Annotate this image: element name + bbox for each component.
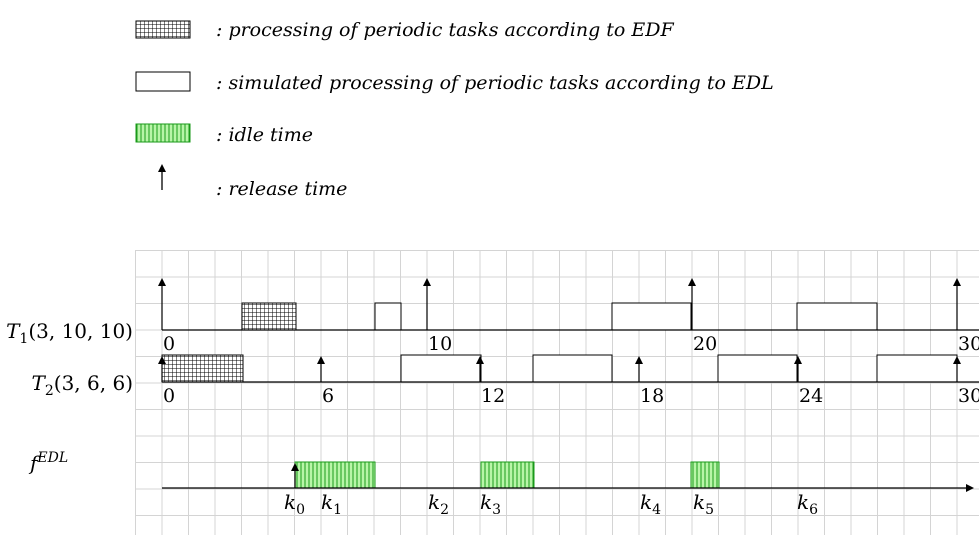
row-params: (3, 10, 10): [28, 319, 133, 343]
row-sub: 2: [45, 383, 54, 399]
tick-label: 0: [163, 385, 175, 407]
function-sup: EDL: [36, 450, 68, 466]
point-name: k: [480, 490, 492, 514]
edl-block: [717, 354, 798, 383]
tick-label: 10: [428, 333, 452, 355]
legend-swatch-idle: [135, 123, 191, 143]
point-label: k6: [797, 490, 818, 518]
point-sub: 6: [809, 502, 818, 518]
idle-block: [690, 461, 720, 489]
legend-swatch-edl: [135, 71, 191, 92]
tick-label: 24: [799, 385, 823, 407]
point-name: k: [321, 490, 333, 514]
tick-label: 0: [163, 333, 175, 355]
tick-label: 30: [958, 385, 979, 407]
point-sub: 0: [296, 502, 305, 518]
tick-label: 18: [640, 385, 664, 407]
point-sub: 1: [333, 502, 342, 518]
idle-block: [480, 461, 535, 489]
point-name: k: [428, 490, 440, 514]
legend-label: : processing of periodic tasks according…: [216, 19, 675, 41]
tick-label: 12: [481, 385, 505, 407]
tick-label: 20: [693, 333, 717, 355]
tick-label: 30: [958, 333, 979, 355]
point-name: k: [640, 490, 652, 514]
point-label: k1: [321, 490, 342, 518]
edl-block: [400, 354, 482, 383]
point-label: k2: [428, 490, 449, 518]
grid: [135, 250, 979, 535]
edl-block: [374, 302, 402, 331]
function-label: fEDL: [28, 450, 68, 475]
point-label: k5: [693, 490, 714, 518]
row-name: T: [6, 319, 21, 343]
edl-block: [876, 354, 958, 383]
point-sub: 5: [705, 502, 714, 518]
tick-label: 6: [322, 385, 334, 407]
row-sub: 1: [19, 331, 28, 347]
point-sub: 2: [440, 502, 449, 518]
edl-block: [611, 302, 692, 331]
point-name: k: [693, 490, 705, 514]
edl-block: [796, 302, 878, 331]
point-name: k: [284, 490, 296, 514]
legend-label: : release time: [216, 178, 347, 200]
point-sub: 4: [652, 502, 661, 518]
point-sub: 3: [492, 502, 501, 518]
edf-block: [161, 354, 244, 383]
point-label: k4: [640, 490, 661, 518]
legend-label: : idle time: [216, 124, 313, 146]
point-label: k3: [480, 490, 501, 518]
legend-label: : simulated processing of periodic tasks…: [216, 72, 774, 94]
point-name: k: [797, 490, 809, 514]
row-label: T2(3, 6, 6): [32, 371, 133, 399]
row-name: T: [32, 371, 47, 395]
row-params: (3, 6, 6): [54, 371, 133, 395]
row-label: T1(3, 10, 10): [6, 319, 133, 347]
legend-swatch-edf: [135, 20, 191, 39]
idle-block: [294, 461, 376, 489]
edl-block: [532, 354, 613, 383]
point-label: k0: [284, 490, 305, 518]
edf-block: [241, 302, 297, 331]
